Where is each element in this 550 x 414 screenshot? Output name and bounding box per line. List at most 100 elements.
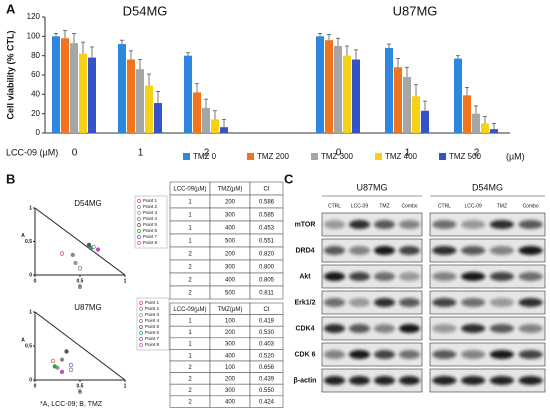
table-value: 0.439 — [259, 376, 275, 382]
band — [324, 246, 345, 255]
lane-label: CTRL — [328, 203, 341, 209]
blot-strip — [321, 264, 423, 289]
table-value: 200 — [225, 376, 236, 382]
x-tick-label: 1 — [124, 383, 127, 389]
additivity-line — [34, 311, 126, 381]
table-value: 200 — [225, 252, 236, 258]
table-value: 1 — [188, 239, 192, 245]
y-tick-label: 120 — [27, 12, 41, 21]
band — [324, 272, 345, 281]
table-value: 2 — [188, 388, 192, 394]
bar — [61, 38, 69, 134]
blot-strip — [321, 212, 423, 237]
blot-strip — [321, 290, 423, 315]
y-tick-label: 60 — [31, 70, 40, 79]
blot-strip — [429, 264, 546, 289]
x-tick-label: 2 — [474, 148, 480, 159]
bar — [403, 76, 411, 133]
legend-label: Point 2 — [145, 306, 160, 311]
blot-strip — [429, 342, 546, 367]
legend-label: TMZ 300 — [321, 152, 354, 161]
legend-marker — [139, 307, 143, 311]
legend-label: Point 1 — [145, 300, 160, 305]
point — [52, 364, 57, 369]
x-tick-label: 1 — [138, 148, 144, 159]
blot-strip — [321, 368, 423, 393]
lane-label: LCC-09 — [465, 203, 482, 209]
protein-label: Akt — [299, 273, 311, 280]
bar — [343, 55, 351, 133]
protein-label: mTOR — [295, 221, 316, 228]
legend-label: Point 4 — [145, 318, 160, 323]
band — [324, 298, 345, 307]
table-value: 0.530 — [259, 330, 275, 336]
protein-label: CDK 6 — [294, 351, 315, 358]
band — [489, 298, 514, 307]
band — [399, 246, 420, 255]
band — [399, 272, 420, 281]
table-value: 0.520 — [259, 353, 275, 359]
band — [324, 376, 345, 385]
table-value: 2 — [188, 400, 192, 406]
protein-label: DRD4 — [295, 247, 314, 254]
bar — [154, 103, 162, 133]
bar — [481, 123, 489, 133]
legend-label: Point 6 — [145, 330, 160, 335]
table-value: 0.453 — [259, 226, 275, 232]
blot-strip — [321, 238, 423, 263]
band — [374, 220, 395, 229]
band — [399, 350, 420, 359]
blot-strip — [429, 212, 546, 237]
legend-label: Point 6 — [143, 228, 158, 233]
band — [489, 350, 514, 359]
band — [349, 376, 370, 385]
bar — [385, 47, 393, 133]
point — [73, 260, 78, 266]
bar — [472, 113, 480, 133]
table-value: 200 — [225, 330, 236, 336]
protein-label: β-actin — [294, 377, 317, 384]
band — [489, 272, 514, 281]
bar — [52, 36, 60, 134]
table-value: 500 — [225, 291, 236, 297]
band — [518, 350, 543, 359]
band — [432, 246, 457, 255]
table-header: LCC-09(µM) — [173, 307, 206, 313]
table-value: 0.800 — [259, 265, 275, 271]
band — [518, 220, 543, 229]
point — [77, 266, 83, 271]
legend-marker — [139, 331, 143, 335]
table-value: 0.586 — [259, 200, 275, 206]
table-value: 400 — [225, 353, 236, 359]
bar — [454, 58, 462, 133]
table-cell — [249, 285, 284, 300]
legend-label: Point 4 — [143, 216, 158, 221]
legend-swatch — [439, 153, 446, 160]
x-axis-label: B — [78, 284, 82, 290]
point — [91, 244, 96, 250]
x-tick-label: 2 — [204, 148, 210, 159]
x-tick-label: 0 — [72, 148, 78, 159]
bar — [136, 69, 144, 133]
legend-label: TMZ 0 — [193, 152, 217, 161]
group-title: D54MG — [123, 3, 168, 18]
y-tick-label: 1 — [29, 205, 32, 211]
table-value: 400 — [225, 400, 236, 406]
bar — [193, 92, 201, 133]
legend-marker — [139, 325, 143, 329]
legend-label: Point 1 — [143, 198, 158, 203]
y-axis-label: Cell viability (% CTL) — [5, 30, 15, 119]
legend-marker — [139, 313, 143, 317]
table-value: 0.805 — [259, 278, 275, 284]
blot-strip — [321, 316, 423, 341]
table-value: 400 — [225, 226, 236, 232]
band — [374, 350, 395, 359]
legend-label: Point 2 — [143, 204, 158, 209]
band — [399, 376, 420, 385]
table-value: 2 — [188, 291, 192, 297]
legend-marker — [137, 199, 141, 203]
table-value: 0.419 — [259, 318, 275, 324]
x-axis-label: B — [78, 389, 82, 395]
x-tick-label: 0.5 — [77, 383, 84, 389]
